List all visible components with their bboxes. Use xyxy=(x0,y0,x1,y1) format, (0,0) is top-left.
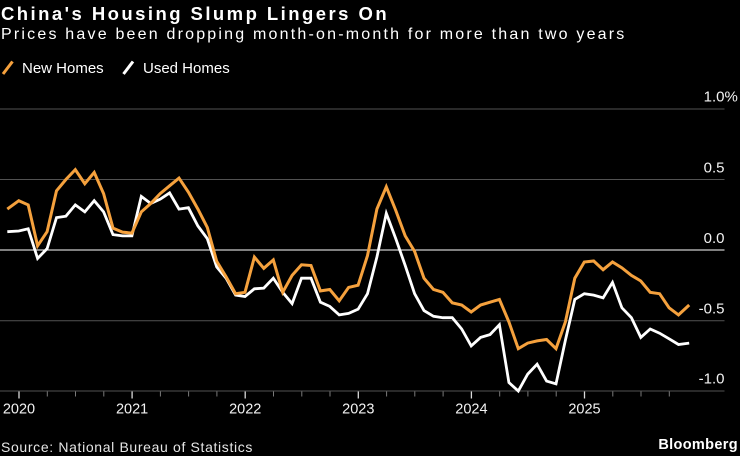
svg-text:2022: 2022 xyxy=(229,402,261,418)
svg-text:2024: 2024 xyxy=(455,402,487,418)
svg-text:-0.5: -0.5 xyxy=(699,301,725,318)
svg-text:2025: 2025 xyxy=(568,402,600,418)
svg-text:2020: 2020 xyxy=(3,402,35,418)
svg-text:2023: 2023 xyxy=(342,402,374,418)
svg-text:2021: 2021 xyxy=(116,402,148,418)
svg-text:-1.0: -1.0 xyxy=(699,371,725,388)
svg-text:0.0: 0.0 xyxy=(704,230,725,247)
svg-text:0.5: 0.5 xyxy=(704,160,725,177)
svg-text:1.0: 1.0 xyxy=(704,89,725,106)
svg-text:%: % xyxy=(725,89,738,106)
